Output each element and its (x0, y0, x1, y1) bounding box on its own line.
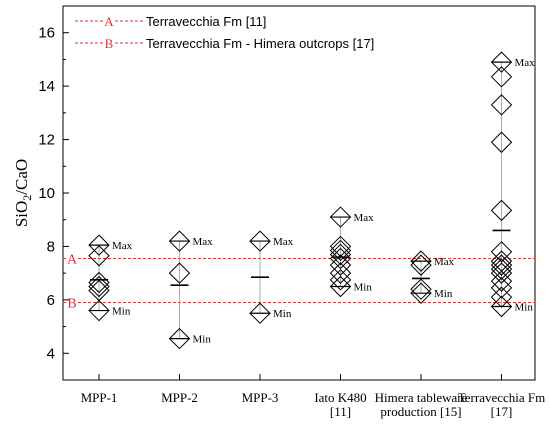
data-point (329, 247, 352, 270)
legend-letter: A (104, 14, 114, 29)
x-category-label: [11] (330, 404, 351, 419)
data-point (168, 327, 191, 350)
legend-letter: B (105, 36, 114, 51)
series-layer: Max Min Max Min Max Min Max Min Max Min Max Min (88, 51, 536, 350)
series-group-4: Max Min (329, 206, 375, 298)
max-label: Max (434, 256, 455, 268)
x-category-label: MPP-3 (242, 390, 279, 405)
legend-label: Terravecchia Fm [11] (146, 14, 266, 29)
reference-letter-b: B (67, 297, 76, 312)
y-axis-label-sub: 2 (20, 195, 34, 201)
legend-item-a: A Terravecchia Fm [11] (75, 13, 266, 29)
x-category-label: Terravecchia Fm (458, 390, 546, 405)
y-axis-label-main: SiO (12, 201, 31, 227)
data-point (490, 258, 513, 280)
data-point (490, 295, 513, 318)
data-point (490, 277, 513, 299)
y-tick-label: 10 (38, 185, 55, 202)
legend-letter-bg (103, 13, 115, 28)
y-tick-label: 4 (47, 345, 55, 362)
data-point (88, 234, 110, 256)
y-tick-label: 16 (38, 25, 55, 42)
data-point (168, 262, 191, 284)
y-axis-label: SiO2/CaO (12, 159, 34, 227)
series-group-1: Max Min (88, 234, 133, 322)
y-tick-label: 8 (47, 238, 55, 255)
series-group-2: Max Min (168, 230, 214, 350)
data-point (410, 254, 432, 276)
legend: A Terravecchia Fm [11] B Terravecchia Fm - … (75, 13, 374, 51)
data-point (168, 230, 191, 252)
data-point (490, 262, 513, 284)
data-point (329, 275, 352, 298)
data-point (490, 131, 513, 153)
data-point (88, 275, 110, 298)
data-point (329, 206, 352, 228)
reference-letter-a: A (67, 252, 78, 267)
data-point (490, 199, 513, 222)
x-category-label: Himera tableware (375, 390, 468, 405)
max-label: Max (354, 212, 375, 224)
data-point (410, 250, 432, 272)
series-group-6: Max Min (490, 51, 536, 318)
data-point (88, 245, 110, 267)
min-label: Min (434, 288, 453, 300)
y-tick-label: 6 (47, 292, 55, 309)
axis-layer: 4 6 8 10 12 14 16 MPP-1 MPP-2 MPP-3 Iato K480[11] H… (12, 25, 545, 419)
data-point (490, 270, 513, 292)
data-point (490, 254, 513, 276)
max-label: Max (193, 236, 214, 248)
data-point (490, 51, 513, 73)
y-axis-label-rest: /CaO (12, 159, 31, 195)
data-point (410, 278, 432, 300)
legend-item-b: B Terravecchia Fm - Himera outcrops [17] (75, 35, 374, 51)
reference-lines: AB (63, 251, 535, 312)
min-label: Min (515, 302, 534, 314)
y-tick-label: 12 (38, 132, 55, 149)
x-category-label: production [15] (380, 404, 461, 419)
data-point (490, 241, 513, 263)
series-group-3: Max Min (249, 230, 294, 324)
data-point (490, 286, 513, 308)
reference-letter-bg (66, 251, 78, 266)
max-label: Max (515, 57, 536, 69)
series-group-5: Max Min (410, 250, 455, 304)
min-label: Min (273, 308, 292, 320)
data-point (88, 299, 110, 322)
min-label: Min (193, 334, 212, 346)
x-category-label: MPP-1 (81, 390, 118, 405)
legend-letter-bg (103, 35, 115, 50)
data-point (249, 230, 271, 252)
data-point (329, 243, 352, 266)
x-category-label: Iato K480 (314, 390, 366, 405)
data-point (329, 262, 352, 284)
plot-border (62, 5, 536, 381)
data-point (410, 282, 432, 304)
data-point (249, 302, 271, 324)
min-label: Min (112, 306, 131, 318)
data-point (490, 66, 513, 88)
x-category-label: [17] (491, 404, 513, 419)
max-label: Max (273, 236, 294, 248)
data-point (329, 254, 352, 276)
legend-label: Terravecchia Fm - Himera outcrops [17] (146, 36, 374, 51)
min-label: Min (354, 282, 373, 294)
y-tick-label: 14 (38, 78, 55, 95)
max-label: Max (112, 240, 133, 252)
plot-frame (62, 5, 536, 381)
data-point (329, 269, 352, 291)
data-point (490, 94, 513, 116)
data-point (329, 239, 352, 262)
reference-letter-bg (66, 295, 78, 310)
x-category-label: MPP-2 (161, 390, 198, 405)
